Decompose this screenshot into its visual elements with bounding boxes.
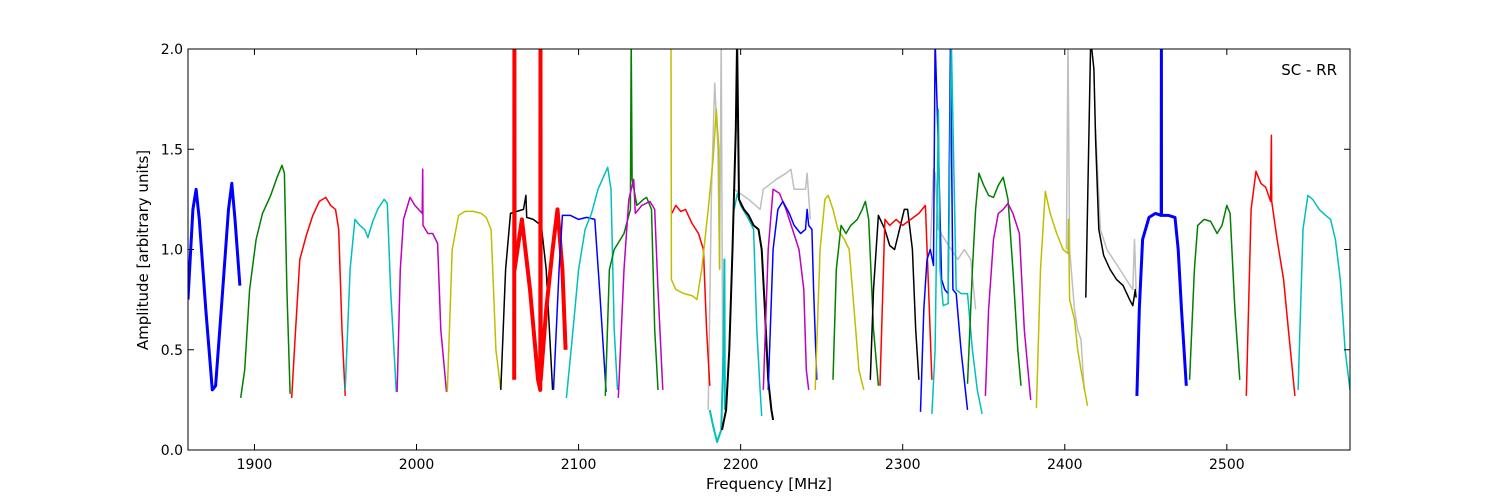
series-line-37 (1297, 194, 1350, 390)
series-line-27 (879, 204, 933, 386)
series-line-14 (565, 166, 619, 398)
series-line-25 (832, 200, 880, 386)
axis-ticks: 1900 2000 2100 2200 2300 2400 2500 0.0 0.5 1.0 1.5… (161, 42, 1350, 473)
series-line-3 (1065, 49, 1085, 390)
x-tick-label: 2000 (399, 457, 435, 473)
y-tick-label: 1.5 (161, 142, 183, 158)
series-line-20 (733, 192, 763, 416)
series-line-17 (671, 204, 711, 386)
series-line-15 (604, 49, 659, 396)
y-tick-label: 0.0 (161, 443, 183, 459)
series-line-30 (966, 172, 1022, 386)
series-line-23 (767, 200, 818, 390)
series-line-11 (500, 194, 554, 390)
x-tick-label: 2300 (885, 457, 921, 473)
series-line-31 (984, 202, 1032, 400)
x-axis-label: Frequency [MHz] (706, 475, 832, 493)
series-line-7 (290, 196, 346, 398)
y-tick-label: 2.0 (161, 42, 183, 58)
series-line-24 (814, 194, 865, 391)
series-line-5 (188, 181, 242, 392)
series-line-9 (396, 168, 448, 392)
series-line-34 (1135, 49, 1188, 396)
series-line-13 (552, 214, 607, 392)
series-line-4 (1094, 129, 1137, 291)
series-line-6 (239, 164, 291, 399)
x-tick-label: 2200 (723, 457, 759, 473)
series-lines (188, 49, 1350, 443)
x-tick-label: 2500 (1209, 457, 1245, 473)
series-line-29 (931, 49, 983, 415)
series-line-33 (1085, 49, 1137, 307)
series-line-26 (869, 208, 920, 380)
y-axis-label: Amplitude [arbitrary units] (134, 150, 152, 350)
series-line-18 (670, 49, 721, 301)
series-line-16 (617, 178, 664, 398)
y-tick-label: 1.0 (161, 243, 183, 259)
panel-annotation: SC - RR (1281, 61, 1337, 79)
series-line-35 (1188, 204, 1241, 380)
series-line-21 (721, 49, 775, 431)
series-line-8 (344, 198, 398, 392)
y-tick-label: 0.5 (161, 343, 183, 359)
series-line-1 (733, 168, 812, 220)
series-line-36 (1245, 134, 1296, 396)
series-line-10 (446, 210, 502, 392)
x-tick-label: 1900 (237, 457, 273, 473)
series-line-32 (1035, 190, 1089, 408)
series-line-22 (762, 188, 810, 390)
x-tick-label: 2100 (561, 457, 597, 473)
series-line-0 (707, 49, 724, 410)
series-line-12 (512, 49, 568, 392)
series-line-19 (708, 258, 726, 443)
x-tick-label: 2400 (1047, 457, 1083, 473)
